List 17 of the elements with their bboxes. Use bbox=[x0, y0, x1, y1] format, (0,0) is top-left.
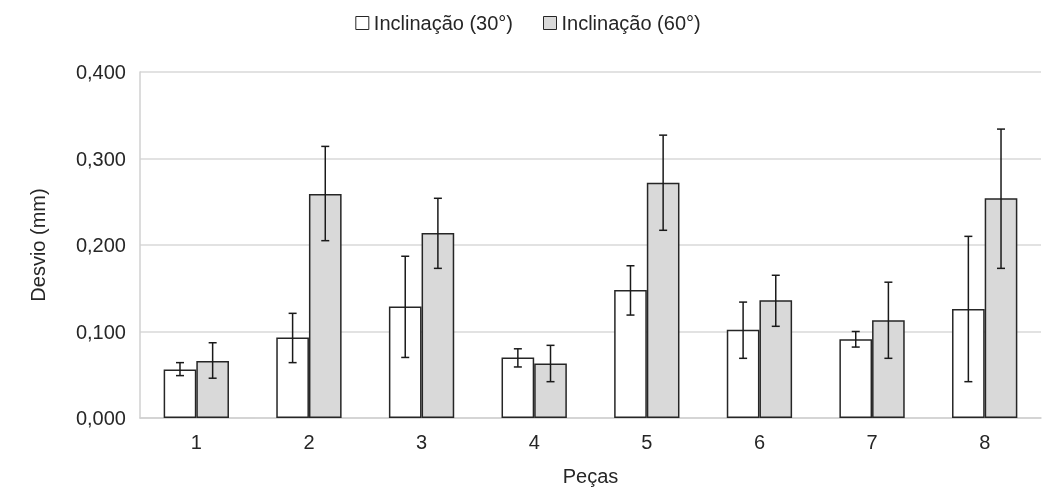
legend-label: Inclinação (60°) bbox=[561, 12, 701, 34]
x-axis-title: Peças bbox=[562, 465, 619, 487]
x-tick-label: 3 bbox=[416, 431, 428, 453]
legend-label: Inclinação (30°) bbox=[373, 12, 514, 34]
x-tick-label: 6 bbox=[753, 431, 765, 453]
y-tick-label: 0,200 bbox=[75, 234, 126, 256]
y-axis-title: Desvio (mm) bbox=[27, 188, 49, 302]
y-tick-label: 0,100 bbox=[75, 320, 126, 343]
x-tick-label: 1 bbox=[190, 431, 202, 453]
y-tick-label: 0,000 bbox=[75, 407, 126, 429]
x-tick-label: 4 bbox=[528, 431, 540, 453]
x-tick-label: 8 bbox=[979, 431, 991, 453]
y-tick-label: 0,400 bbox=[75, 61, 126, 83]
x-tick-label: 7 bbox=[866, 431, 878, 453]
x-tick-label: 2 bbox=[303, 431, 315, 453]
x-tick-label: 5 bbox=[641, 431, 653, 453]
y-tick-label: 0,300 bbox=[75, 147, 126, 170]
